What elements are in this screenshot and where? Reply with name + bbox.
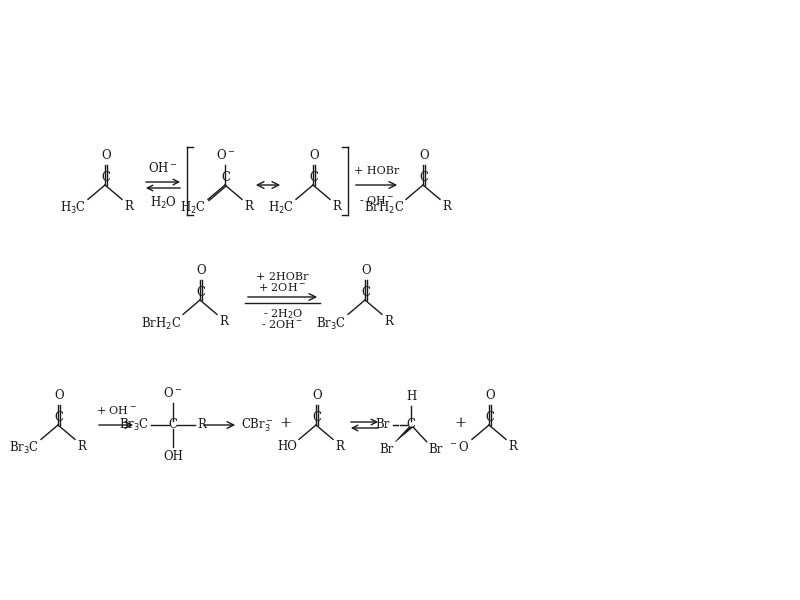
Text: - 2OH$^-$: - 2OH$^-$ [262, 318, 304, 330]
Text: +: + [280, 416, 292, 430]
Text: Br: Br [376, 419, 390, 431]
Text: O: O [196, 264, 206, 277]
Text: O: O [309, 149, 318, 162]
Text: BrH$_2$C: BrH$_2$C [363, 200, 404, 217]
Text: O: O [101, 149, 110, 162]
Text: + OH$^-$: + OH$^-$ [95, 404, 137, 416]
Text: $^-$O: $^-$O [449, 440, 470, 454]
Text: H$_3$C: H$_3$C [60, 200, 86, 217]
Text: C: C [222, 171, 230, 184]
Text: BrH$_2$C: BrH$_2$C [141, 316, 181, 331]
Text: CBr$_3^-$: CBr$_3^-$ [242, 416, 274, 434]
Text: C: C [197, 286, 206, 299]
Text: H$_2$C: H$_2$C [180, 200, 206, 217]
Text: Br$_3$C: Br$_3$C [9, 440, 39, 457]
Text: - OH$^-$: - OH$^-$ [359, 194, 394, 206]
Text: R: R [219, 316, 228, 328]
Text: O: O [485, 389, 494, 402]
Text: O: O [361, 264, 370, 277]
Text: C: C [362, 286, 370, 299]
Text: + HOBr: + HOBr [354, 166, 399, 176]
Text: Br: Br [379, 443, 394, 456]
Text: Br: Br [429, 443, 443, 456]
Text: C: C [54, 411, 63, 424]
Polygon shape [395, 427, 413, 442]
Text: O$^-$: O$^-$ [163, 386, 182, 400]
Text: R: R [442, 200, 451, 214]
Text: C: C [313, 411, 322, 424]
Text: Br$_3$C: Br$_3$C [316, 316, 346, 331]
Text: + 2OH$^-$: + 2OH$^-$ [258, 281, 306, 293]
Text: C: C [310, 171, 318, 184]
Text: R: R [508, 440, 517, 454]
Text: R: R [332, 200, 341, 214]
Text: + 2HOBr: + 2HOBr [256, 272, 309, 282]
Text: C: C [102, 171, 110, 184]
Text: H$_2$O: H$_2$O [150, 195, 177, 211]
Text: R: R [384, 316, 393, 328]
Text: C: C [486, 411, 494, 424]
Text: Br$_3$C: Br$_3$C [119, 417, 149, 433]
Text: HO: HO [277, 440, 297, 454]
Text: - 2H$_2$O: - 2H$_2$O [262, 307, 302, 321]
Text: C: C [169, 419, 178, 431]
Text: H$_2$C: H$_2$C [268, 200, 294, 217]
Text: C: C [419, 171, 429, 184]
Text: +: + [455, 416, 467, 430]
Text: OH: OH [163, 450, 183, 463]
Text: O: O [419, 149, 429, 162]
Text: C: C [406, 419, 415, 431]
Text: R: R [335, 440, 344, 454]
Text: H: H [406, 390, 416, 403]
Text: O: O [312, 389, 322, 402]
Text: O$^-$: O$^-$ [216, 148, 235, 162]
Text: R: R [124, 200, 133, 214]
Text: OH$^-$: OH$^-$ [148, 161, 178, 175]
Text: R: R [244, 200, 253, 214]
Text: R: R [197, 419, 206, 431]
Text: O: O [54, 389, 63, 402]
Text: R: R [77, 440, 86, 454]
